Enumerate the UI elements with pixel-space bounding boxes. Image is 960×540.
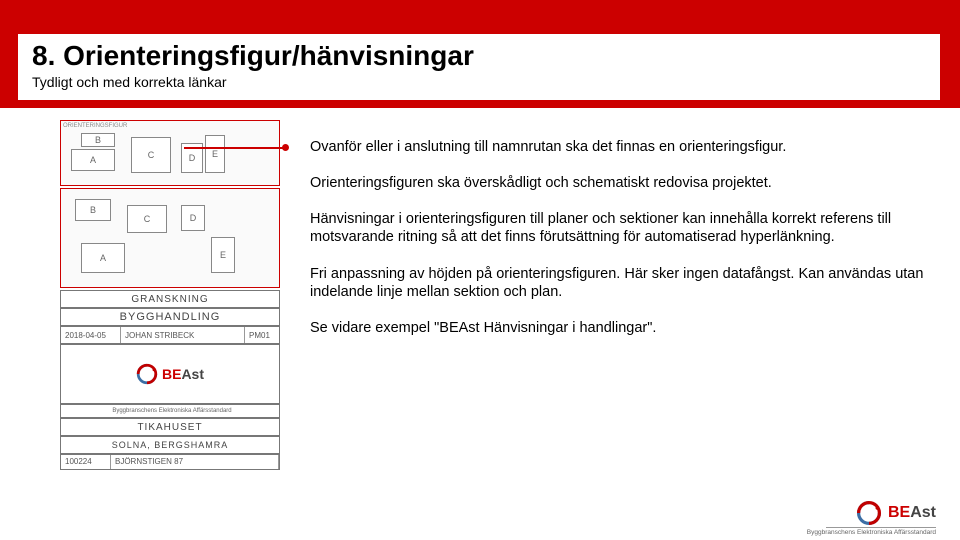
schematic-box: E: [205, 135, 225, 173]
approver: JOHAN STRIBECK: [121, 327, 245, 343]
drawing-sample: ORIENTERINGSFIGUR ABCDE BCDAE GRANSKNING…: [60, 120, 280, 470]
ref2: BJÖRNSTIGEN 87: [111, 455, 279, 469]
info-row: 2018-04-05 JOHAN STRIBECK PM01: [60, 326, 280, 344]
doctype-row: BYGGHANDLING: [60, 308, 280, 326]
footer-brand-text: BEAst: [888, 504, 936, 522]
schematic-box: A: [71, 149, 115, 171]
footer-logo: BEAst: [856, 500, 936, 526]
sketch-label: ORIENTERINGSFIGUR: [63, 123, 127, 129]
ref1: 100224: [61, 455, 111, 469]
footer-tagline: Byggbranschens Elektroniska Affärsstanda…: [807, 529, 936, 536]
callout-dot-icon: [282, 144, 289, 151]
status-row: GRANSKNING: [60, 290, 280, 308]
beast-logo-small: BEAst: [136, 363, 204, 385]
content: ORIENTERINGSFIGUR ABCDE BCDAE GRANSKNING…: [0, 108, 960, 470]
title-box: 8. Orienteringsfigur/hänvisningar Tydlig…: [18, 34, 940, 100]
swirl-icon: [136, 363, 158, 385]
ref-row: 100224 BJÖRNSTIGEN 87: [60, 454, 280, 470]
sketch-plan: BCD A E: [60, 188, 280, 288]
schematic-box: C: [127, 205, 167, 233]
header-bar: 8. Orienteringsfigur/hänvisningar Tydlig…: [0, 0, 960, 108]
text-column: Ovanför eller i anslutning till namnruta…: [310, 120, 936, 470]
schematic-box: E: [211, 237, 235, 273]
sketch-elevation: ORIENTERINGSFIGUR ABCDE: [60, 120, 280, 186]
paragraph-5: Se vidare exempel "BEAst Hänvisningar i …: [310, 319, 936, 337]
brand-text: BEAst: [162, 366, 204, 382]
paragraph-3: Hänvisningar i orienteringsfiguren till …: [310, 210, 936, 246]
logo-box: BEAst: [60, 344, 280, 404]
location-row: SOLNA, BERGSHAMRA: [60, 436, 280, 454]
tagline-small: Byggbranschens Elektroniska Affärsstanda…: [60, 404, 280, 418]
schematic-box: A: [81, 243, 125, 273]
page-subtitle: Tydligt och med korrekta länkar: [32, 74, 926, 90]
date: 2018-04-05: [61, 327, 121, 343]
swirl-icon: [856, 500, 882, 526]
footer-rule: [826, 527, 936, 528]
paragraph-2: Orienteringsfiguren ska överskådligt och…: [310, 174, 936, 192]
paragraph-1: Ovanför eller i anslutning till namnruta…: [310, 138, 936, 156]
schematic-box: C: [131, 137, 171, 173]
paragraph-4: Fri anpassning av höjden på orienterings…: [310, 265, 936, 301]
p1-text: Ovanför eller i anslutning till namnruta…: [310, 139, 786, 155]
schematic-box: B: [75, 199, 111, 221]
schematic-box: D: [181, 205, 205, 231]
project-row: TIKAHUSET: [60, 418, 280, 436]
schematic-box: B: [81, 133, 115, 147]
code: PM01: [245, 327, 279, 343]
page-title: 8. Orienteringsfigur/hänvisningar: [32, 40, 926, 72]
callout-line: [184, 147, 288, 149]
